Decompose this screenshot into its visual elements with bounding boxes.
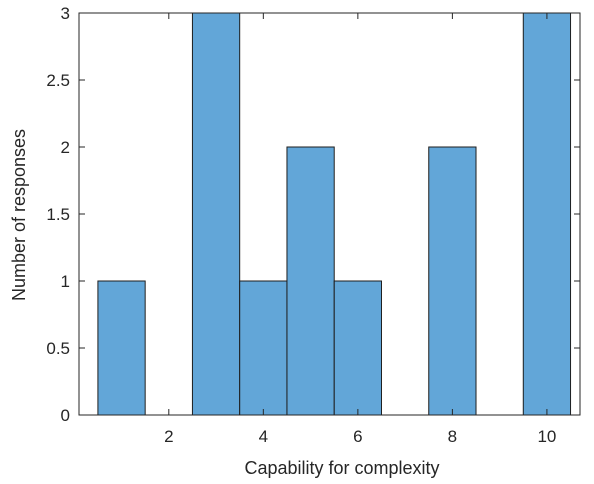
- histogram-bar: [286, 146, 335, 416]
- y-tick-label: 3: [61, 4, 70, 23]
- x-tick-label: 2: [164, 427, 173, 446]
- y-tick-label: 1: [61, 272, 70, 291]
- histogram-bar: [333, 280, 382, 416]
- y-tick-label: 1.5: [46, 205, 70, 224]
- y-axis-label: Number of responses: [9, 129, 29, 301]
- bars: [97, 12, 572, 416]
- histogram-bar: [239, 280, 288, 416]
- histogram-bar: [428, 146, 477, 416]
- histogram-bar: [191, 12, 241, 416]
- histogram-bar: [522, 12, 572, 416]
- x-tick-label: 6: [353, 427, 362, 446]
- x-axis-label: Capability for complexity: [244, 458, 439, 478]
- y-tick-label: 0.5: [46, 339, 70, 358]
- x-tick-label: 10: [537, 427, 556, 446]
- histogram-bar: [97, 280, 146, 416]
- x-tick-label: 8: [448, 427, 457, 446]
- y-tick-label: 0: [61, 406, 70, 425]
- y-tick-label: 2: [61, 138, 70, 157]
- y-tick-label: 2.5: [46, 71, 70, 90]
- x-tick-label: 4: [259, 427, 268, 446]
- ticks: 2 4 6 8 10 0 0.5 1 1.5 2 2.5 3: [46, 4, 580, 446]
